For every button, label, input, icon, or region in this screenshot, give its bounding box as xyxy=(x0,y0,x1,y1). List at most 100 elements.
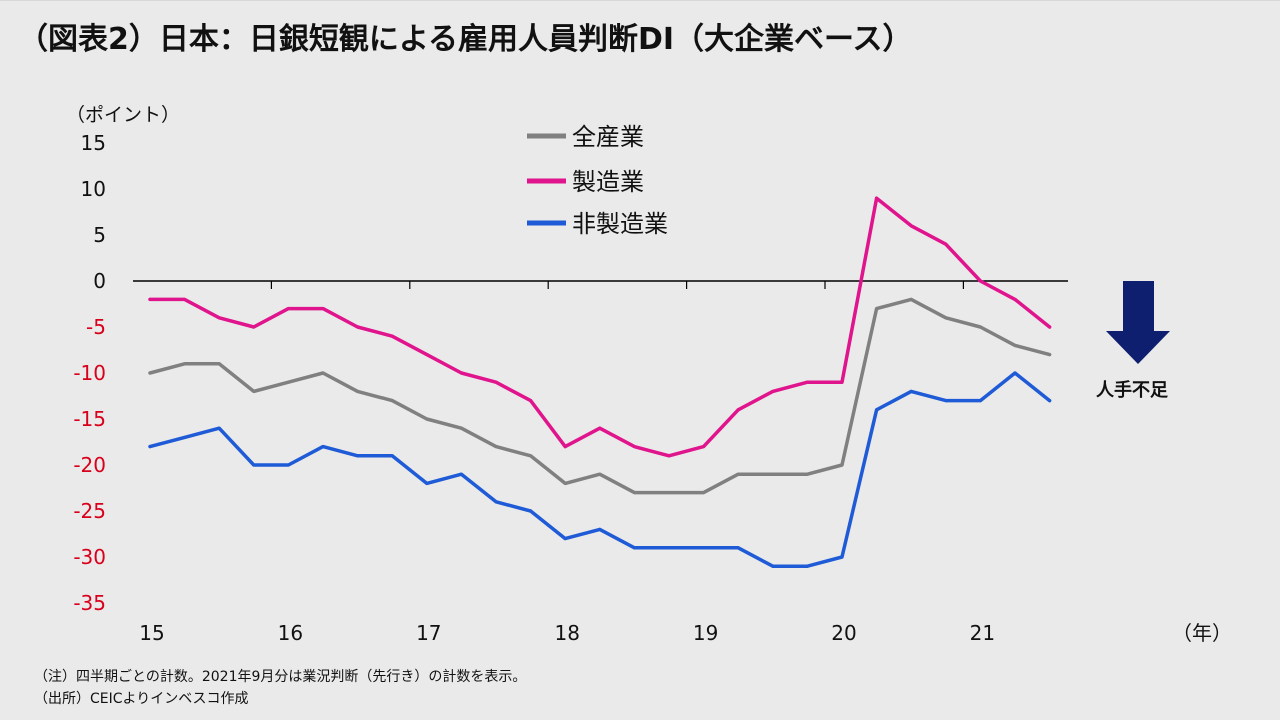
data-point xyxy=(840,555,844,559)
data-point xyxy=(702,546,706,550)
data-point xyxy=(875,196,879,200)
data-point xyxy=(667,454,671,458)
data-point xyxy=(425,353,429,357)
data-point xyxy=(425,417,429,421)
chart-title: （図表2）日本：日銀短観による雇用人員判断DI（大企業ベース） xyxy=(18,22,913,57)
y-tick-label: 5 xyxy=(93,223,106,247)
data-point xyxy=(148,371,152,375)
data-point xyxy=(632,491,636,495)
x-tick-label: 16 xyxy=(278,621,303,645)
data-point xyxy=(390,454,394,458)
data-point xyxy=(529,454,533,458)
data-point xyxy=(1048,353,1052,357)
y-tick-label: -35 xyxy=(73,591,106,615)
data-point xyxy=(702,445,706,449)
data-point xyxy=(1048,325,1052,329)
data-point xyxy=(805,380,809,384)
x-tick-label: 18 xyxy=(554,621,579,645)
data-point xyxy=(702,491,706,495)
labor-shortage-label: 人手不足 xyxy=(1096,380,1168,401)
chart-note: （注）四半期ごとの計数。2021年9月分は業況判断（先行き）の計数を表示。 xyxy=(34,669,527,685)
data-point xyxy=(252,325,256,329)
data-point xyxy=(494,380,498,384)
data-point xyxy=(252,463,256,467)
data-point xyxy=(529,399,533,403)
y-tick-label: -25 xyxy=(73,499,106,523)
data-point xyxy=(667,546,671,550)
data-point xyxy=(632,445,636,449)
y-tick-label: 10 xyxy=(81,177,106,201)
down-arrow-icon xyxy=(1106,281,1170,364)
data-point xyxy=(286,463,290,467)
data-point xyxy=(909,297,913,301)
data-point xyxy=(321,371,325,375)
data-point xyxy=(736,408,740,412)
data-point xyxy=(736,472,740,476)
data-point xyxy=(183,362,187,366)
data-point xyxy=(598,472,602,476)
data-point xyxy=(1013,297,1017,301)
y-axis-unit: （ポイント） xyxy=(66,104,181,126)
data-point xyxy=(286,380,290,384)
data-point xyxy=(598,426,602,430)
data-point xyxy=(805,564,809,568)
data-point xyxy=(771,564,775,568)
data-point xyxy=(1013,343,1017,347)
data-point xyxy=(252,389,256,393)
series-line-3 xyxy=(148,371,1052,568)
data-point xyxy=(978,325,982,329)
data-point xyxy=(425,481,429,485)
data-point xyxy=(494,500,498,504)
data-point xyxy=(840,463,844,467)
data-point xyxy=(978,279,982,283)
data-point xyxy=(356,325,360,329)
data-point xyxy=(459,426,463,430)
data-point xyxy=(840,380,844,384)
chart-source: （出所）CEICよりインベスコ作成 xyxy=(34,691,249,707)
data-point xyxy=(356,389,360,393)
data-point xyxy=(459,472,463,476)
top-divider xyxy=(0,0,1280,1)
data-point xyxy=(771,472,775,476)
data-point xyxy=(875,408,879,412)
data-point xyxy=(148,445,152,449)
data-point xyxy=(321,445,325,449)
data-point xyxy=(875,307,879,311)
data-point xyxy=(321,307,325,311)
data-point xyxy=(563,481,567,485)
data-point xyxy=(944,316,948,320)
x-tick-label: 17 xyxy=(416,621,441,645)
data-point xyxy=(1013,371,1017,375)
data-point xyxy=(217,316,221,320)
data-point xyxy=(183,297,187,301)
data-point xyxy=(286,307,290,311)
data-point xyxy=(494,445,498,449)
data-point xyxy=(598,527,602,531)
y-tick-label: -15 xyxy=(73,407,106,431)
data-point xyxy=(632,546,636,550)
y-tick-label: -30 xyxy=(73,545,106,569)
data-point xyxy=(771,389,775,393)
y-tick-label: 0 xyxy=(93,269,106,293)
data-point xyxy=(805,472,809,476)
data-point xyxy=(529,509,533,513)
data-point xyxy=(667,491,671,495)
data-point xyxy=(390,399,394,403)
x-tick-label: 20 xyxy=(831,621,856,645)
data-point xyxy=(390,334,394,338)
data-point xyxy=(944,399,948,403)
x-tick-label: 19 xyxy=(693,621,718,645)
data-point xyxy=(944,242,948,246)
data-point xyxy=(563,445,567,449)
y-tick-label: -5 xyxy=(86,315,106,339)
data-point xyxy=(909,224,913,228)
x-axis-unit: （年） xyxy=(1172,621,1232,645)
data-point xyxy=(978,399,982,403)
x-tick-label: 21 xyxy=(970,621,995,645)
data-point xyxy=(356,454,360,458)
data-point xyxy=(459,371,463,375)
data-point xyxy=(1048,399,1052,403)
data-point xyxy=(148,297,152,301)
